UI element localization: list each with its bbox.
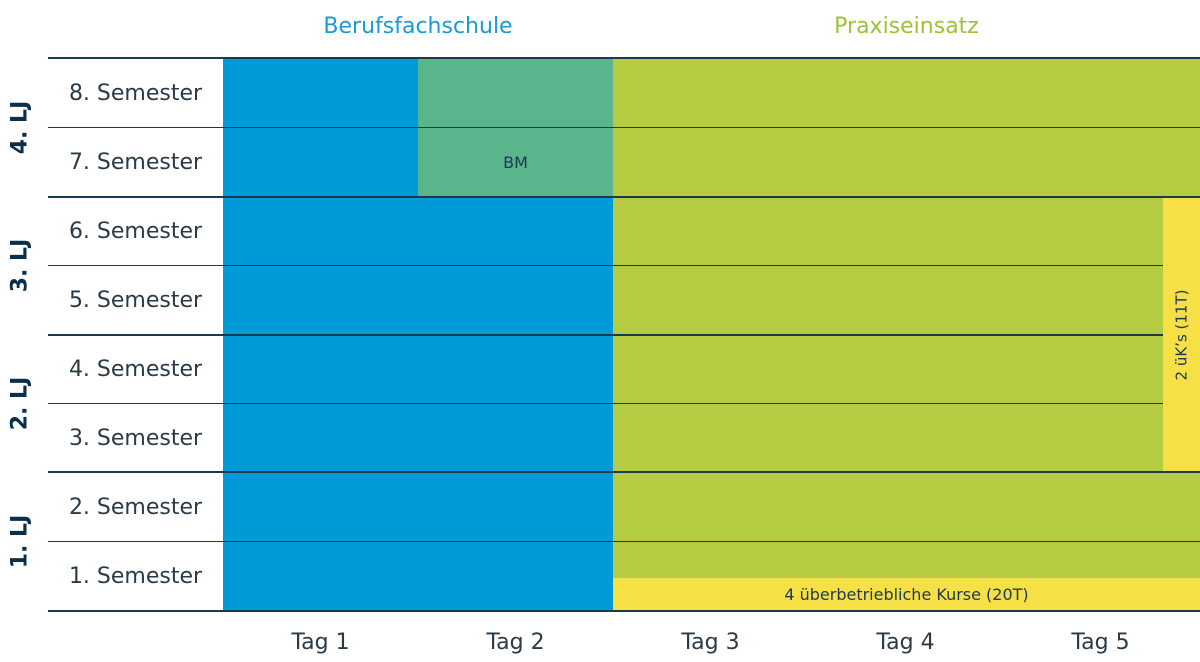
kurse-label: 4 überbetriebliche Kurse (20T) — [784, 584, 1029, 604]
lehrjahr-label: 2. LJ — [7, 376, 33, 430]
semester-label: 8. Semester — [68, 81, 203, 106]
header-berufsfachschule: Berufsfachschule — [323, 14, 513, 39]
semester-label: 1. Semester — [68, 564, 203, 589]
bm-label: BM — [503, 152, 528, 172]
day-label: Tag 3 — [681, 630, 740, 655]
day-label: Tag 2 — [486, 630, 545, 655]
semester-label: 3. Semester — [68, 426, 203, 451]
year-divider — [48, 57, 1200, 59]
lehrjahr-label: 1. LJ — [7, 514, 33, 568]
kurse-block — [613, 578, 1200, 610]
uk-block — [1163, 197, 1200, 472]
semester-divider — [48, 127, 1200, 128]
semester-label: 5. Semester — [68, 288, 203, 313]
lehrjahr-label: 4. LJ — [7, 100, 33, 154]
semester-label: 2. Semester — [68, 495, 203, 520]
year-divider — [48, 196, 1200, 198]
semester-label: 4. Semester — [68, 357, 203, 382]
year-divider — [48, 334, 1163, 336]
header-praxiseinsatz: Praxiseinsatz — [834, 14, 979, 39]
year-divider — [48, 610, 1200, 612]
semester-divider — [48, 403, 1163, 404]
semester-label: 7. Semester — [68, 150, 203, 175]
day-label: Tag 5 — [1071, 630, 1130, 655]
uk-label: 2 üK’s (11T) — [1172, 289, 1191, 380]
semester-divider — [48, 265, 1163, 266]
year-divider — [48, 471, 1200, 473]
semester-divider — [48, 541, 1200, 542]
semester-label: 6. Semester — [68, 219, 203, 244]
day-label: Tag 1 — [291, 630, 350, 655]
lehrjahr-label: 3. LJ — [7, 238, 33, 293]
day-label: Tag 4 — [876, 630, 935, 655]
